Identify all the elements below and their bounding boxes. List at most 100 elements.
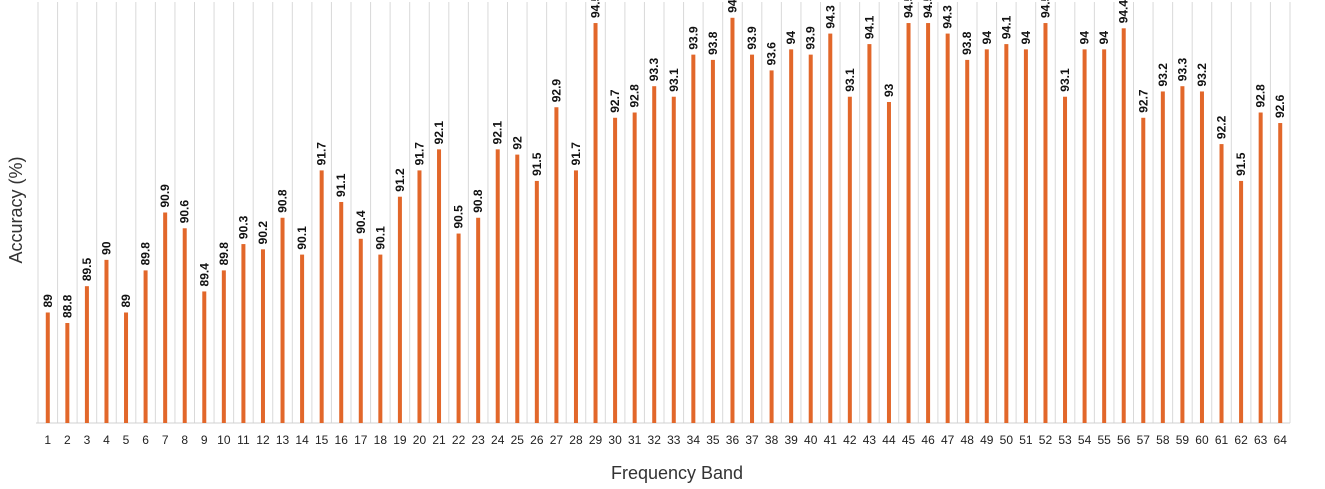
data-label-band-7: 90.9 xyxy=(158,184,172,208)
x-tick-6: 6 xyxy=(142,433,149,447)
bar-band-27 xyxy=(554,107,559,423)
x-tick-22: 22 xyxy=(452,433,466,447)
bar-band-28 xyxy=(573,170,578,423)
x-tick-43: 43 xyxy=(863,433,877,447)
x-tick-44: 44 xyxy=(882,433,896,447)
data-label-band-18: 90.1 xyxy=(373,226,387,250)
data-label-band-44: 93 xyxy=(882,83,896,97)
data-label-band-23: 90.8 xyxy=(471,189,485,213)
x-tick-49: 49 xyxy=(980,433,994,447)
data-label-band-35: 93.8 xyxy=(706,31,720,55)
x-tick-26: 26 xyxy=(530,433,544,447)
x-tick-59: 59 xyxy=(1176,433,1190,447)
bar-band-54 xyxy=(1082,49,1087,424)
x-tick-54: 54 xyxy=(1078,433,1092,447)
data-label-band-64: 92.6 xyxy=(1273,94,1287,118)
bar-band-13 xyxy=(280,217,285,423)
bar-band-43 xyxy=(867,44,872,423)
x-tick-20: 20 xyxy=(413,433,427,447)
bar-band-60 xyxy=(1199,91,1204,424)
data-label-band-22: 90.5 xyxy=(452,205,466,229)
data-label-band-41: 94.3 xyxy=(823,5,837,29)
gridlines xyxy=(37,2,1291,423)
x-tick-55: 55 xyxy=(1097,433,1111,447)
x-tick-32: 32 xyxy=(648,433,662,447)
data-label-band-47: 94.3 xyxy=(941,5,955,29)
data-label-band-33: 93.1 xyxy=(667,68,681,92)
data-label-band-59: 93.3 xyxy=(1175,58,1189,82)
x-tick-62: 62 xyxy=(1234,433,1248,447)
x-tick-42: 42 xyxy=(843,433,857,447)
bar-band-64 xyxy=(1278,123,1283,423)
x-tick-13: 13 xyxy=(276,433,290,447)
x-tick-19: 19 xyxy=(393,433,407,447)
x-tick-21: 21 xyxy=(432,433,446,447)
bar-band-49 xyxy=(984,49,989,424)
bar-band-24 xyxy=(495,149,500,423)
x-axis-title: Frequency Band xyxy=(611,463,743,483)
y-axis-title: Accuracy (%) xyxy=(6,156,26,263)
x-tick-15: 15 xyxy=(315,433,329,447)
x-tick-10: 10 xyxy=(217,433,231,447)
data-label-band-4: 90 xyxy=(99,241,113,255)
data-label-band-43: 94.1 xyxy=(862,15,876,39)
bar-band-51 xyxy=(1023,49,1028,424)
x-tick-31: 31 xyxy=(628,433,642,447)
data-label-band-12: 90.2 xyxy=(256,221,270,245)
data-label-band-2: 88.8 xyxy=(60,294,74,318)
bar-band-58 xyxy=(1160,91,1165,424)
data-label-band-30: 92.7 xyxy=(608,89,622,113)
data-label-band-36: 94.6 xyxy=(725,0,739,13)
x-tick-64: 64 xyxy=(1274,433,1288,447)
x-tick-45: 45 xyxy=(902,433,916,447)
x-tick-48: 48 xyxy=(961,433,975,447)
bar-band-14 xyxy=(300,254,305,423)
x-tick-37: 37 xyxy=(745,433,759,447)
bar-band-6 xyxy=(143,270,148,423)
data-label-band-16: 91.1 xyxy=(334,173,348,197)
bar-band-2 xyxy=(65,323,70,423)
x-tick-36: 36 xyxy=(726,433,740,447)
x-tick-56: 56 xyxy=(1117,433,1131,447)
data-label-band-3: 89.5 xyxy=(80,257,94,281)
bar-band-38 xyxy=(769,70,774,423)
x-tick-28: 28 xyxy=(569,433,583,447)
x-tick-18: 18 xyxy=(374,433,388,447)
bar-band-20 xyxy=(417,170,422,423)
data-label-band-46: 94.5 xyxy=(921,0,935,18)
data-label-band-57: 92.7 xyxy=(1136,89,1150,113)
data-label-band-27: 92.9 xyxy=(549,79,563,103)
data-label-band-20: 91.7 xyxy=(412,142,426,166)
data-label-band-40: 93.9 xyxy=(804,26,818,50)
bar-band-18 xyxy=(378,254,383,423)
x-tick-63: 63 xyxy=(1254,433,1268,447)
x-tick-14: 14 xyxy=(295,433,309,447)
data-label-band-32: 93.3 xyxy=(647,58,661,82)
data-label-band-8: 90.6 xyxy=(178,200,192,224)
data-label-band-58: 93.2 xyxy=(1156,63,1170,87)
x-tick-11: 11 xyxy=(237,433,250,447)
bar-band-19 xyxy=(397,196,402,423)
x-tick-17: 17 xyxy=(354,433,368,447)
bar-band-22 xyxy=(456,233,461,423)
bar-band-3 xyxy=(84,286,89,423)
bar-band-12 xyxy=(260,249,265,423)
x-tick-33: 33 xyxy=(667,433,681,447)
bar-band-46 xyxy=(926,23,931,424)
bar-band-9 xyxy=(202,291,207,423)
data-labels: 89 88.8 89.5 90 89 89.8 90.9 90.6 89.4 89.8 90.3 90… xyxy=(41,0,1287,318)
data-label-band-48: 93.8 xyxy=(960,31,974,55)
data-label-band-31: 92.8 xyxy=(628,84,642,108)
x-tick-41: 41 xyxy=(824,433,838,447)
bar-band-45 xyxy=(906,23,911,424)
data-label-band-38: 93.6 xyxy=(765,42,779,66)
data-label-band-17: 90.4 xyxy=(354,210,368,234)
bar-band-5 xyxy=(124,312,129,423)
x-tick-27: 27 xyxy=(550,433,564,447)
bar-band-59 xyxy=(1180,86,1185,423)
x-tick-40: 40 xyxy=(804,433,818,447)
bar-band-4 xyxy=(104,259,109,423)
x-tick-38: 38 xyxy=(765,433,779,447)
data-label-band-49: 94 xyxy=(980,31,994,45)
bar-band-8 xyxy=(182,228,187,423)
